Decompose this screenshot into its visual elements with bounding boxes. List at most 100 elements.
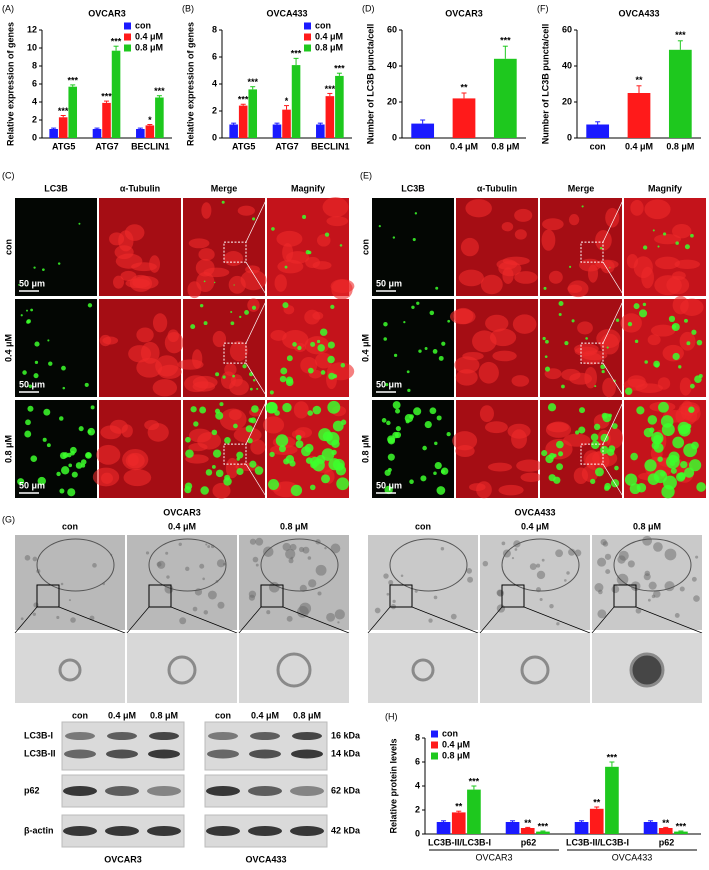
organelle — [388, 580, 394, 586]
band — [147, 786, 181, 796]
cell — [198, 248, 215, 261]
significance-label: ** — [460, 82, 468, 92]
puncta — [678, 424, 691, 437]
nucleus — [613, 538, 692, 592]
puncta — [548, 474, 556, 482]
puncta — [224, 437, 231, 444]
puncta — [601, 369, 605, 374]
organelle — [647, 598, 651, 602]
zoom-line — [602, 399, 625, 445]
puncta — [602, 413, 612, 423]
zoom-box — [148, 584, 172, 608]
puncta — [543, 286, 547, 290]
cell — [312, 311, 324, 320]
puncta — [558, 312, 562, 316]
organelle — [611, 585, 620, 594]
y-tick-label: 60 — [562, 24, 572, 34]
cell — [577, 321, 593, 335]
puncta — [574, 430, 580, 435]
legend-swatch — [304, 33, 311, 41]
organelle — [286, 615, 293, 622]
puncta — [236, 457, 240, 461]
cell — [581, 352, 602, 365]
puncta — [607, 448, 615, 456]
puncta — [269, 390, 274, 395]
puncta — [84, 382, 89, 387]
column-label: α-Tubulin — [477, 183, 517, 193]
cell — [492, 350, 517, 362]
organelle — [326, 612, 336, 622]
cell — [167, 329, 179, 343]
puncta — [78, 426, 84, 432]
cell — [316, 234, 331, 247]
organelle — [68, 599, 71, 602]
organelle — [511, 557, 515, 560]
x-tick-label: ATG7 — [95, 141, 118, 151]
column-label: con — [62, 521, 78, 531]
band — [250, 732, 280, 740]
column-label: 0.4 μM — [521, 521, 549, 531]
puncta — [387, 453, 395, 461]
significance-label: *** — [469, 776, 480, 786]
puncta — [429, 407, 437, 415]
puncta — [639, 309, 648, 318]
autophagosome — [629, 652, 665, 688]
y-axis-label: Relative protein levels — [388, 738, 398, 833]
puncta — [678, 365, 682, 369]
significance-label: *** — [58, 106, 69, 116]
cell — [647, 334, 661, 346]
cell — [542, 218, 564, 231]
puncta — [34, 360, 39, 365]
organelle — [70, 617, 76, 623]
puncta — [200, 486, 209, 495]
bar — [238, 105, 248, 138]
bar — [155, 97, 164, 138]
bar — [674, 831, 688, 834]
cell — [233, 427, 262, 443]
puncta — [251, 305, 257, 310]
cell — [331, 279, 353, 300]
cell — [109, 232, 125, 246]
scale-bar-label: 50 μm — [19, 379, 45, 389]
puncta — [624, 473, 638, 486]
nucleus — [148, 538, 227, 592]
x-tick-label: con — [590, 141, 606, 151]
puncta — [279, 375, 287, 383]
cell — [585, 451, 610, 471]
column-label: con — [415, 521, 431, 531]
puncta — [327, 341, 335, 349]
puncta — [295, 440, 304, 449]
cell — [487, 462, 513, 472]
cell — [195, 258, 215, 277]
puncta — [320, 370, 326, 375]
puncta — [214, 408, 221, 414]
zoom-line — [411, 606, 479, 634]
band — [206, 786, 240, 796]
bar — [658, 828, 673, 834]
significance-label: *** — [154, 86, 165, 96]
puncta — [647, 415, 658, 425]
column-label: α-Tubulin — [120, 183, 160, 193]
panel-letter: (E) — [360, 170, 372, 180]
bar — [68, 86, 78, 138]
puncta — [663, 232, 667, 236]
puncta — [219, 402, 224, 407]
puncta — [436, 486, 446, 495]
organelle — [566, 571, 570, 575]
zoom-line — [602, 298, 625, 344]
puncta — [87, 303, 93, 308]
puncta — [447, 319, 451, 323]
x-tick-label: BECLIN1 — [311, 141, 350, 151]
cell — [662, 344, 684, 362]
organelle — [288, 558, 294, 564]
autophagosome — [411, 658, 435, 682]
puncta — [203, 321, 208, 326]
puncta — [27, 405, 34, 412]
legend-swatch — [124, 22, 131, 30]
y-tick-label: 4 — [32, 96, 37, 106]
column-label: 0.8 μM — [633, 521, 661, 531]
zoom-line — [14, 606, 38, 634]
cell — [100, 425, 122, 440]
cell — [224, 363, 237, 376]
puncta — [290, 484, 303, 497]
